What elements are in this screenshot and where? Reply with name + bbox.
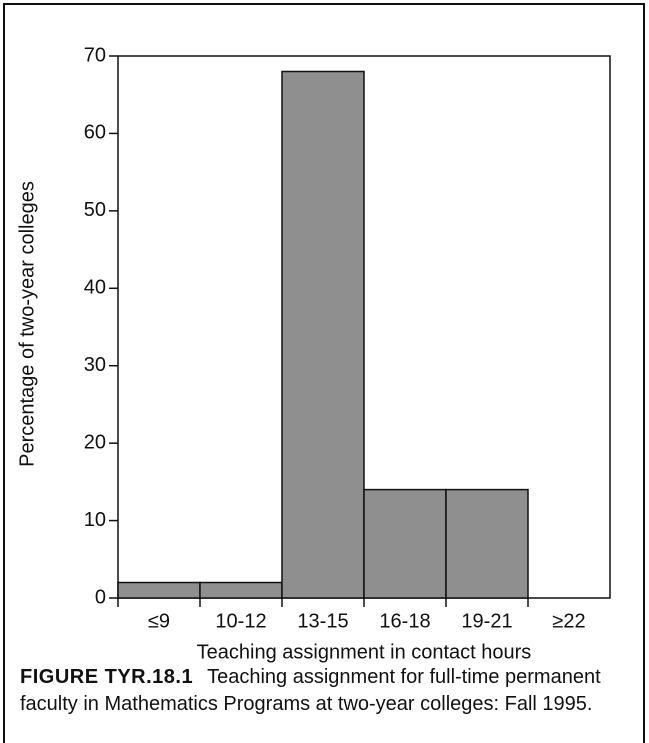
bar [445, 488, 529, 599]
x-tick-label: ≥22 [552, 610, 585, 632]
x-tick-label: ≤9 [148, 610, 170, 632]
x-axis-label: Teaching assignment in contact hours [197, 641, 532, 663]
x-tick-label: 19-21 [461, 610, 512, 632]
y-tick-label: 60 [84, 122, 106, 144]
x-tick-label: 10-12 [215, 610, 266, 632]
bar [199, 581, 283, 599]
x-tick-label: 16-18 [379, 610, 430, 632]
y-tick-label: 30 [84, 354, 106, 376]
x-tick-label: 13-15 [297, 610, 348, 632]
caption: FIGURE TYR.18.1 Teaching assignment for f… [20, 664, 620, 718]
y-tick-label: 70 [84, 44, 106, 66]
bar [281, 70, 365, 599]
y-tick-label: 50 [84, 199, 106, 221]
bar [117, 581, 201, 599]
figure-label: FIGURE TYR.18.1 [20, 666, 194, 688]
frame [3, 3, 645, 743]
y-tick-label: 20 [84, 431, 106, 453]
y-tick-label: 0 [95, 586, 106, 608]
y-tick-label: 10 [84, 509, 106, 531]
caption-text: Teaching assignment for full-time perman… [20, 666, 601, 715]
y-tick-label: 40 [84, 277, 106, 299]
y-axis-label: Percentage of two-year colleges [16, 181, 38, 467]
bar [363, 488, 447, 599]
